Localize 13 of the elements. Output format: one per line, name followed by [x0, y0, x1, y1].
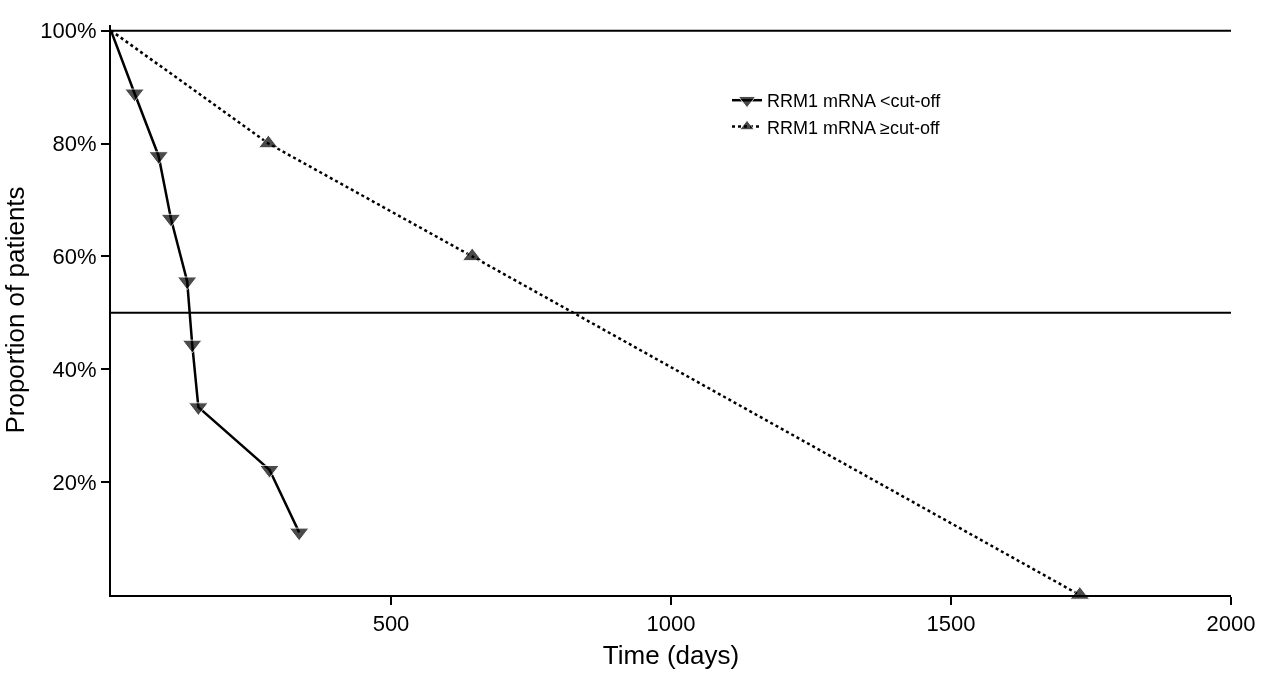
x-axis-title: Time (days): [602, 639, 740, 670]
legend-label: RRM1 mRNA ≥cut-off: [767, 117, 941, 138]
y-tick-label: 60%: [52, 244, 97, 270]
x-tick-label: 500: [372, 611, 410, 637]
y-axis-title: Proportion of patients: [0, 186, 30, 434]
x-tick-label: 2000: [1206, 611, 1256, 637]
x-tick-label: 1000: [646, 611, 696, 637]
y-tick-label: 40%: [52, 356, 97, 382]
x-tick-label: 1500: [926, 611, 976, 637]
y-tick-label: 20%: [52, 469, 97, 495]
y-tick-label: 80%: [52, 131, 97, 157]
legend-label: RRM1 mRNA <cut-off: [767, 91, 942, 112]
y-tick-label: 100%: [40, 18, 97, 44]
